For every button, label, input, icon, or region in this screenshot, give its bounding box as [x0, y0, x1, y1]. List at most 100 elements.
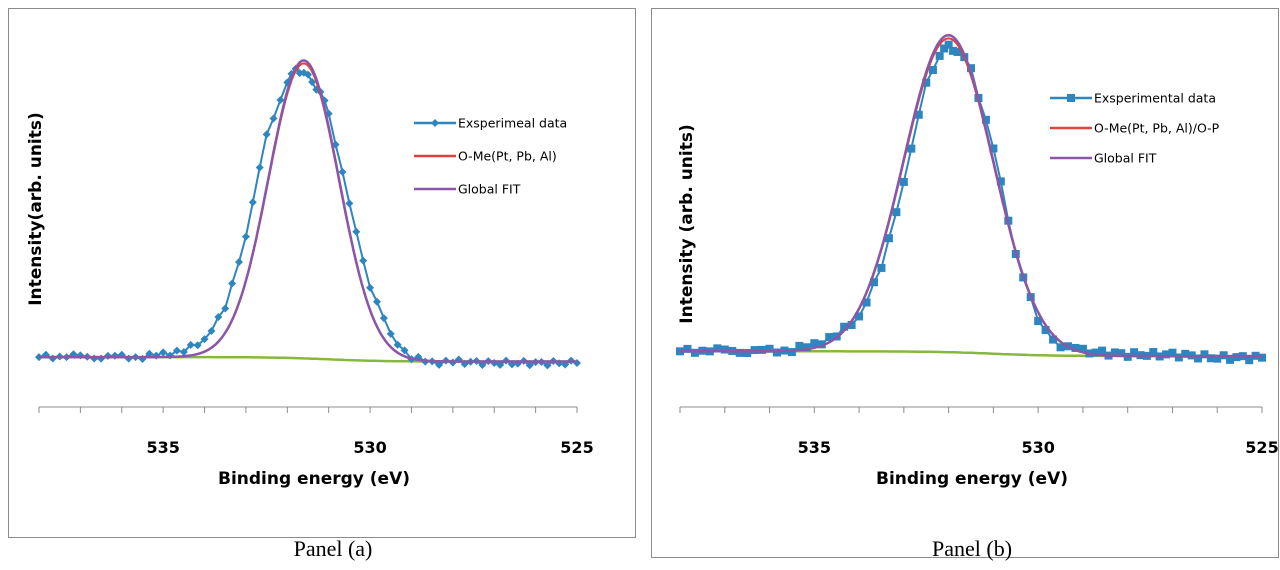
- y-axis-title: Intensity (arb. units): [677, 124, 697, 323]
- experimental-data-point: [186, 340, 195, 349]
- experimental-data-point: [713, 344, 722, 353]
- experimental-data-point: [758, 345, 767, 354]
- x-tick-label: 525: [560, 438, 593, 457]
- component-fit-line: [680, 37, 1262, 358]
- experimental-data-point: [235, 258, 244, 267]
- experimental-data-point: [683, 344, 692, 353]
- experimental-data-point: [1162, 350, 1171, 359]
- experimental-data-point: [110, 351, 119, 360]
- experimental-data-point: [795, 341, 804, 350]
- x-tick-label: 525: [1245, 438, 1278, 457]
- experimental-data-point: [90, 354, 99, 363]
- experimental-data-point: [935, 51, 944, 60]
- experimental-data-point: [543, 361, 552, 370]
- experimental-data-point: [345, 199, 354, 208]
- experimental-data-point: [124, 354, 133, 363]
- experimental-data-point: [720, 345, 729, 354]
- experimental-data-point: [304, 70, 312, 79]
- global-fit-line: [39, 59, 577, 363]
- experimental-data-point: [847, 321, 856, 330]
- experimental-data-point: [172, 346, 181, 355]
- experimental-data-point: [743, 349, 752, 358]
- experimental-data-point: [1034, 317, 1043, 326]
- experimental-data-point: [1168, 348, 1177, 357]
- experimental-data-point: [478, 360, 487, 369]
- legend-label: O-Me(Pt, Pb, Al): [458, 149, 557, 164]
- experimental-data-point: [379, 314, 388, 323]
- experimental-data-point: [928, 66, 937, 75]
- experimental-data-point: [276, 95, 285, 104]
- legend-marker: [1067, 94, 1075, 102]
- experimental-data-point: [855, 312, 864, 321]
- panel-a-chart: 535 530 525 Binding energy (eV) Intensity(ar…: [26, 59, 594, 489]
- experimental-data-point: [884, 234, 893, 243]
- experimental-data-line: [38, 67, 578, 367]
- experimental-data-point: [1258, 353, 1266, 362]
- experimental-data-point: [386, 329, 395, 338]
- experimental-data-point: [1110, 348, 1119, 357]
- experimental-data-point: [200, 335, 209, 344]
- x-axis-title: Binding energy (eV): [218, 469, 410, 489]
- x-tick-label: 530: [353, 438, 386, 457]
- legend-label: Exsperimeal data: [458, 116, 567, 131]
- panel-a-frame: 535 530 525 Binding energy (eV) Intensity(ar…: [8, 8, 636, 538]
- experimental-data-point: [1091, 348, 1100, 357]
- experimental-data-point: [338, 168, 347, 177]
- experimental-data-point: [366, 283, 375, 292]
- experimental-data-point: [269, 114, 278, 123]
- experimental-data-point: [1174, 353, 1183, 362]
- experimental-data-point: [228, 279, 237, 288]
- panel-b-chart: 535 530 525 Binding energy (eV) Intensity (a…: [676, 33, 1279, 489]
- experimental-data-point: [981, 115, 990, 124]
- experimental-data-point: [248, 198, 257, 207]
- experimental-data-point: [214, 312, 223, 321]
- experimental-data-point: [949, 46, 958, 55]
- legend-label: Global FIT: [1094, 151, 1157, 166]
- experimental-data-point: [262, 130, 271, 139]
- experimental-data-point: [862, 298, 871, 307]
- x-axis-title: Binding energy (eV): [876, 469, 1068, 489]
- experimental-data-point: [953, 47, 962, 56]
- experimental-data-point: [922, 78, 931, 87]
- experimental-data-point: [145, 349, 154, 358]
- panel-b-caption: Panel (b): [931, 536, 1013, 561]
- experimental-data-point: [787, 348, 796, 357]
- experimental-data-point: [372, 297, 381, 306]
- experimental-data-point: [892, 208, 901, 217]
- experimental-data-point: [940, 44, 949, 53]
- experimental-data-point: [967, 64, 975, 73]
- global-fit-line: [680, 33, 1262, 358]
- experimental-data-point: [1200, 350, 1209, 359]
- experimental-data-point: [525, 361, 534, 370]
- experimental-data-point: [996, 177, 1005, 186]
- experimental-data-point: [393, 340, 402, 349]
- experimental-data-point: [1098, 346, 1107, 355]
- experimental-data-point: [899, 177, 908, 186]
- experimental-data-point: [1226, 355, 1235, 364]
- experimental-data-point: [870, 278, 878, 287]
- x-tick-label: 530: [1021, 438, 1054, 457]
- experimental-data-point: [877, 263, 886, 272]
- y-axis-title: Intensity(arb. units): [26, 112, 46, 306]
- experimental-data-point: [810, 339, 819, 348]
- experimental-data-point: [1213, 354, 1222, 363]
- experimental-data-point: [400, 346, 409, 355]
- experimental-data-point: [773, 348, 781, 357]
- experimental-data-point: [159, 348, 168, 357]
- legend-label: O-Me(Pt, Pb, Al)/O-P: [1094, 121, 1220, 136]
- experimental-data-point: [435, 360, 444, 369]
- experimental-data-point: [1041, 326, 1050, 335]
- experimental-data-point: [179, 348, 188, 357]
- experimental-data-point: [907, 144, 916, 153]
- experimental-data-point: [1181, 349, 1190, 358]
- experimental-data-point: [1149, 347, 1158, 356]
- experimental-data-point: [765, 344, 774, 353]
- experimental-data-point: [359, 256, 368, 265]
- experimental-data-point: [255, 163, 264, 172]
- experimental-data-point: [1117, 349, 1126, 358]
- experimental-data-point: [944, 40, 953, 49]
- experimental-data-point: [1078, 344, 1087, 353]
- experimental-data-point: [1049, 335, 1058, 344]
- experimental-data-point: [352, 227, 361, 236]
- experimental-data-point: [1071, 343, 1080, 352]
